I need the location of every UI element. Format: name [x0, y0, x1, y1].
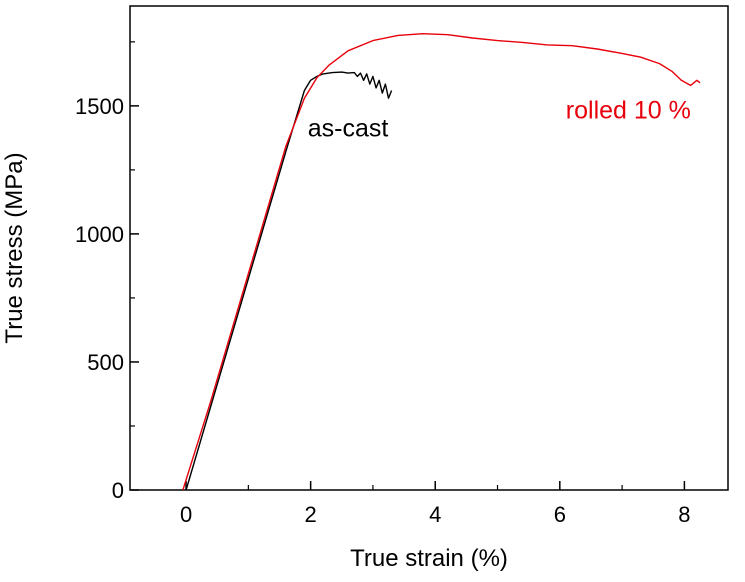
plot-frame — [129, 5, 729, 491]
y-axis-ticks: 0 500 1000 1500 — [75, 41, 139, 503]
y-tick-label: 1000 — [75, 222, 124, 247]
series-line-1 — [182, 33, 701, 491]
series-lines: as-cast rolled 10 % — [182, 33, 701, 491]
y-tick-label: 500 — [87, 350, 124, 375]
series-label-0: as-cast — [308, 115, 389, 143]
series-label-1: rolled 10 % — [566, 97, 691, 125]
y-tick-label: 0 — [112, 478, 124, 503]
y-tick-label: 1500 — [75, 94, 124, 119]
x-tick-label: 6 — [554, 502, 566, 527]
x-axis-ticks: 0 2 4 6 8 — [180, 481, 691, 527]
x-tick-label: 0 — [180, 502, 192, 527]
x-tick-label: 8 — [678, 502, 690, 527]
x-axis-title: True strain (%) — [350, 545, 508, 572]
x-tick-label: 4 — [429, 502, 441, 527]
series-line-0 — [185, 71, 393, 491]
x-tick-label: 2 — [305, 502, 317, 527]
y-axis-title: True stress (MPa) — [1, 152, 28, 343]
